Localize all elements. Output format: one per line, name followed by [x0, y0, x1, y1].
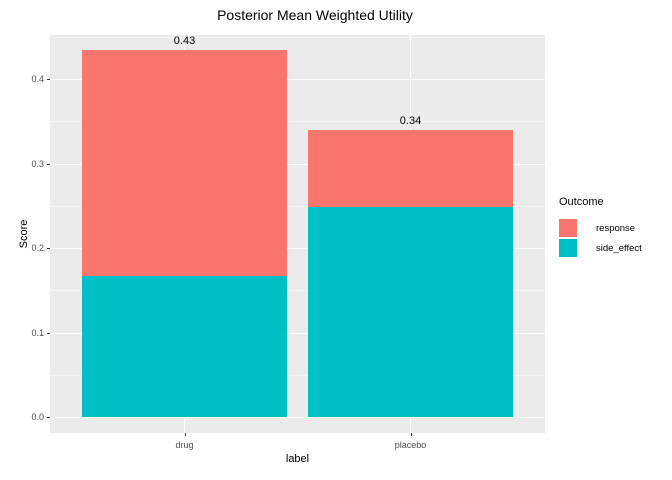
gridline-major	[50, 248, 545, 249]
bar-total-label: 0.43	[173, 35, 196, 48]
x-tick-label: placebo	[394, 440, 427, 450]
y-tick-label: 0.4	[31, 74, 44, 84]
gridline-major	[50, 79, 545, 80]
legend-item: side_effect	[556, 239, 642, 257]
gridline-minor	[50, 205, 545, 207]
bar-segment-response	[308, 129, 513, 208]
y-tick-label: 0.1	[31, 327, 44, 338]
legend-swatch-side_effect	[559, 239, 577, 257]
chart-title: Posterior Mean Weighted Utility	[217, 7, 413, 23]
bar-segment-response	[82, 50, 287, 276]
y-tick-label: 0.0	[31, 412, 44, 422]
legend-label: side_effect	[596, 242, 642, 254]
y-axis-title: Score	[18, 219, 30, 249]
legend-items: response side_effect	[556, 219, 642, 257]
gridline-major	[50, 332, 545, 334]
x-axis-title: label	[285, 453, 310, 465]
x-tick-label: drug	[175, 440, 194, 450]
plot-panel: 0.43 0.34	[50, 35, 545, 433]
x-tick-mark	[184, 433, 186, 436]
y-tick-label: 0.3	[31, 158, 44, 169]
legend-label: response	[596, 222, 636, 234]
x-tick-mark	[410, 433, 412, 436]
bar-segment-side_effect	[82, 275, 287, 417]
legend: Outcome response side_effect	[556, 196, 642, 259]
gridline-major	[50, 163, 545, 165]
bar-segment-side_effect	[308, 207, 513, 417]
legend-item: response	[556, 219, 642, 237]
bar-total-label: 0.34	[399, 114, 422, 127]
gridline-minor	[50, 374, 545, 376]
gridline-major	[50, 417, 545, 418]
gridline-minor	[50, 36, 545, 38]
legend-swatch-response	[559, 219, 577, 237]
gridline-minor	[50, 121, 545, 123]
legend-title: Outcome	[559, 196, 604, 208]
gridline-minor	[50, 290, 545, 292]
